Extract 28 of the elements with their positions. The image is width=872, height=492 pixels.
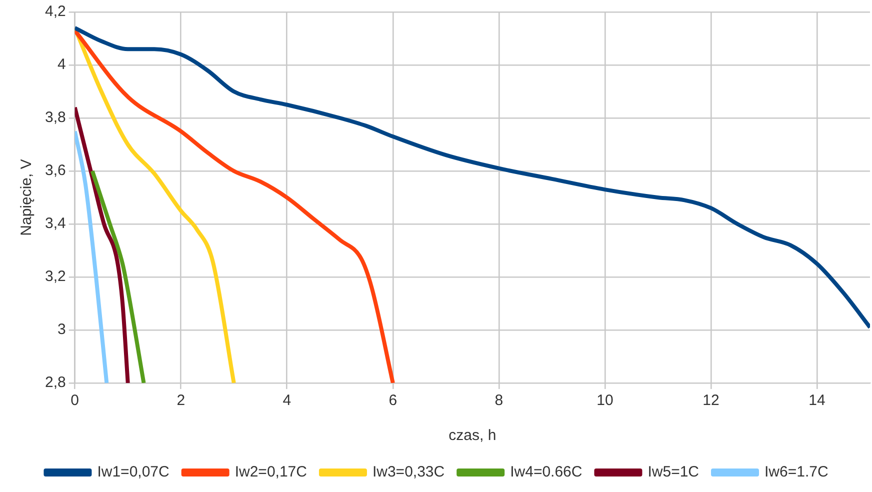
legend-label: Iw6=1.7C <box>764 464 828 481</box>
line-series <box>74 28 395 383</box>
y-tick-label: 3 <box>58 321 66 338</box>
y-tick-label: 2,8 <box>44 374 66 392</box>
x-tick-label: 4 <box>282 392 292 410</box>
x-tick-label: 14 <box>808 392 826 410</box>
legend-label: Iw1=0,07C <box>97 464 170 481</box>
x-tick-label: 12 <box>702 392 720 410</box>
x-tick-label: 2 <box>176 392 186 410</box>
legend-label: Iw3=0,33C <box>372 464 445 481</box>
legend-label: Iw4=0.66C <box>510 464 582 481</box>
line-series <box>74 105 130 383</box>
x-tick-label: 6 <box>388 392 398 410</box>
x-tick-label: 10 <box>596 392 614 410</box>
y-tick-label: 3,8 <box>44 109 66 126</box>
y-tick-label: 3,6 <box>44 162 66 180</box>
y-tick-label: 4,2 <box>44 3 66 20</box>
y-tick-label: 3,4 <box>44 215 66 232</box>
x-tick-label: 8 <box>494 392 504 410</box>
y-axis-title: Napięcie, V <box>18 159 36 236</box>
x-tick-label: 0 <box>70 392 80 410</box>
x-axis-title: czas, h <box>448 427 496 444</box>
y-tick-label: 4 <box>58 56 66 74</box>
legend-label: Iw5=1C <box>648 464 700 481</box>
line-series <box>74 129 109 383</box>
line-series <box>90 169 146 383</box>
y-tick-label: 3,2 <box>44 268 66 286</box>
legend-label: Iw2=0,17C <box>234 464 308 481</box>
